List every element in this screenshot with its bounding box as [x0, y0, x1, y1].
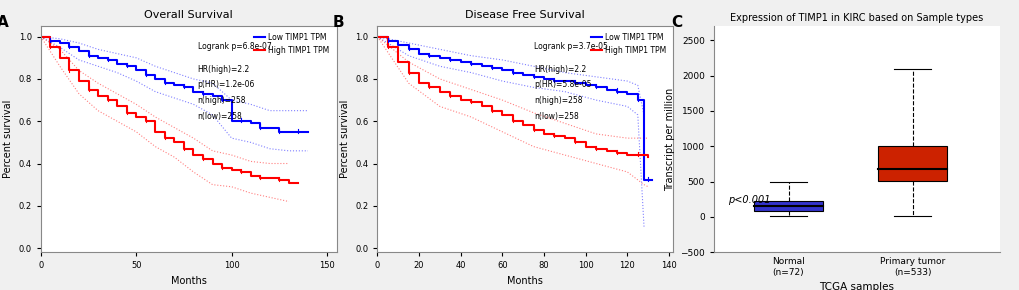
- Text: HR(high)=2.2: HR(high)=2.2: [198, 65, 250, 74]
- Title: Overall Survival: Overall Survival: [144, 10, 233, 20]
- Text: n(low)=258: n(low)=258: [198, 112, 243, 121]
- Text: A: A: [0, 15, 8, 30]
- Legend: Low TIMP1 TPM, High TIMP1 TPM: Low TIMP1 TPM, High TIMP1 TPM: [251, 30, 332, 58]
- Text: p(HR)=5.8e-05: p(HR)=5.8e-05: [534, 80, 591, 89]
- X-axis label: TCGA samples: TCGA samples: [818, 282, 894, 290]
- Text: HR(high)=2.2: HR(high)=2.2: [534, 65, 586, 74]
- Text: Logrank p=6.8e-07: Logrank p=6.8e-07: [198, 42, 271, 51]
- Y-axis label: Transcript per million: Transcript per million: [664, 88, 674, 191]
- Y-axis label: Percent survival: Percent survival: [339, 100, 350, 178]
- Text: B: B: [333, 15, 344, 30]
- Text: n(high)=258: n(high)=258: [534, 96, 582, 105]
- X-axis label: Months: Months: [170, 276, 207, 286]
- Title: Expression of TIMP1 in KIRC based on Sample types: Expression of TIMP1 in KIRC based on Sam…: [730, 12, 982, 23]
- Title: Disease Free Survival: Disease Free Survival: [465, 10, 585, 20]
- X-axis label: Months: Months: [506, 276, 543, 286]
- Bar: [753, 201, 822, 211]
- Bar: [877, 146, 947, 181]
- Y-axis label: Percent survival: Percent survival: [3, 100, 13, 178]
- Text: n(high)=258: n(high)=258: [198, 96, 246, 105]
- Legend: Low TIMP1 TPM, High TIMP1 TPM: Low TIMP1 TPM, High TIMP1 TPM: [587, 30, 668, 58]
- Text: C: C: [671, 15, 682, 30]
- Text: Logrank p=3.7e-05: Logrank p=3.7e-05: [534, 42, 607, 51]
- Text: p(HR)=1.2e-06: p(HR)=1.2e-06: [198, 80, 255, 89]
- Text: p<0.001: p<0.001: [728, 195, 770, 204]
- Text: n(low)=258: n(low)=258: [534, 112, 579, 121]
